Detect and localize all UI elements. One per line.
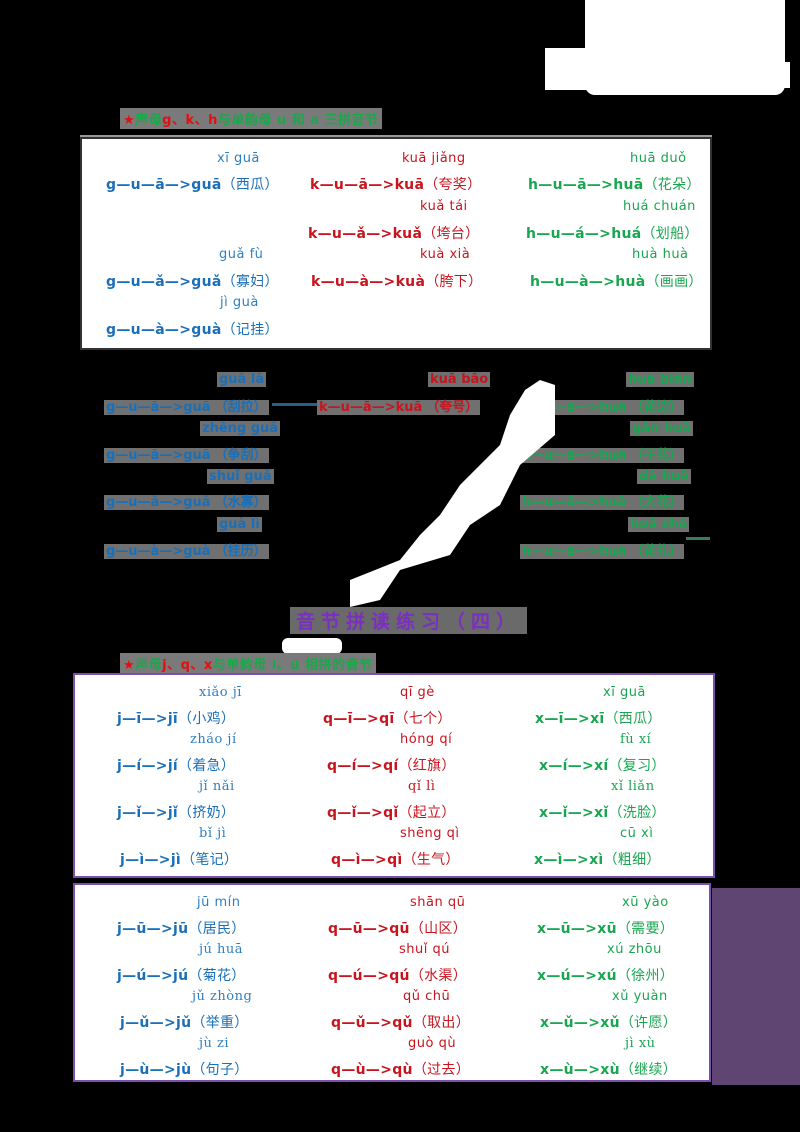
pinyin-label: bǐ jì <box>199 826 227 841</box>
connector-line <box>272 403 322 406</box>
spelling-row: q—ì—>qì（生气） <box>331 852 460 868</box>
pinyin-label: shuǐ qú <box>399 942 450 957</box>
pinyin-label: fù xí <box>620 732 652 747</box>
spelling-row: j—ǐ—>jǐ（挤奶） <box>117 805 236 821</box>
spelling-row: j—ū—>jū（居民） <box>117 921 246 937</box>
spelling-row: j—í—>jí（着急） <box>117 758 236 774</box>
pinyin-label: shēng qì <box>400 826 460 841</box>
pinyin-label: jǔ zhòng <box>192 989 253 1004</box>
pinyin-label: xī guā <box>217 151 260 166</box>
section3-heading: ★声母j、q、x与单韵母 i、ü 相拼的音节 <box>120 653 376 674</box>
pinyin-label: jǐ nǎi <box>199 779 235 794</box>
pinyin-label: kuā jiǎng <box>402 151 466 166</box>
pinyin-label: jì guà <box>220 295 259 310</box>
corrupt-pinyin: zhēng guā <box>200 421 281 436</box>
pinyin-label: xǔ yuàn <box>612 989 668 1004</box>
spelling-row: x—ì—>xì（粗细） <box>534 852 661 868</box>
spelling-row: x—í—>xí（复习） <box>539 758 666 774</box>
spelling-row: g—u—ā—>guā（西瓜） <box>106 177 279 193</box>
spelling-row: x—ǐ—>xǐ（洗脸） <box>539 805 666 821</box>
corrupt-pinyin: huā zhǎ <box>628 517 690 532</box>
spelling-row: q—ǔ—>qǔ（取出） <box>331 1015 471 1031</box>
spelling-row: j—ǔ—>jǔ（举重） <box>120 1015 249 1031</box>
pinyin-label: kuǎ tái <box>420 199 468 214</box>
corrupt-spelling: g—u—à—>guà （挂历） <box>104 544 269 559</box>
spelling-row: j—ù—>jù（句子） <box>120 1062 249 1078</box>
white-artifact-top <box>585 0 785 95</box>
spelling-row: h—u—ā—>huā（花朵） <box>528 177 701 193</box>
corrupt-spelling: h—u—ā—>huā （干花） <box>520 448 685 463</box>
pinyin-label: xī guā <box>603 685 646 700</box>
guakuahua-table: xī guā g—u—ā—>guā（西瓜） guǎ fù g—u—ǎ—>guǎ（… <box>80 137 712 350</box>
spelling-row: q—ǐ—>qǐ（起立） <box>327 805 456 821</box>
pinyin-label: xǐ liǎn <box>611 779 655 794</box>
corrupt-pinyin: kuā bāo <box>428 372 491 387</box>
spelling-row: q—ū—>qū（山区） <box>328 921 468 937</box>
spelling-row: k—u—ǎ—>kuǎ（垮台） <box>308 226 480 242</box>
spelling-row: h—u—à—>huà（画画） <box>530 274 703 290</box>
white-artifact-top-right <box>770 62 790 88</box>
spelling-row: h—u—á—>huá（划船） <box>526 226 699 242</box>
corrupt-pinyin: dà huā <box>637 469 691 484</box>
spelling-row: k—u—ā—>kuā（夸奖） <box>310 177 482 193</box>
pinyin-label: guò qù <box>408 1036 457 1051</box>
pinyin-label: zháo jí <box>190 732 237 747</box>
spelling-row: q—ī—>qī（七个） <box>323 711 452 727</box>
corrupt-spelling: g—u—ǎ—>guǎ （水寡） <box>104 495 269 510</box>
corrupt-pinyin: huā biān <box>626 372 694 387</box>
white-artifact-small <box>282 638 342 654</box>
jqx-i-table: xiǎo jī j—ī—>jī（小鸡） zháo jí j—í—>jí（着急） … <box>73 673 715 878</box>
spelling-row: x—ǔ—>xǔ（许愿） <box>540 1015 678 1031</box>
pinyin-label: xiǎo jī <box>199 685 242 700</box>
pinyin-label: cū xì <box>620 826 654 841</box>
pinyin-label: jū mín <box>197 895 241 910</box>
spelling-row: g—u—à—>guà（记挂） <box>106 322 279 338</box>
corrupt-spelling: g—u—ā—>guā （刮拉） <box>104 400 269 415</box>
corrupt-spelling: h—u—ā—>huā （花扎） <box>520 544 685 559</box>
corrupt-pinyin: shuǐ guǎ <box>207 469 274 484</box>
white-artifact-diagonal <box>350 380 555 607</box>
pinyin-label: huá chuán <box>623 199 696 214</box>
connector-line <box>686 537 710 540</box>
spelling-row: j—ú—>jú（菊花） <box>117 968 246 984</box>
pinyin-label: qī gè <box>400 685 435 700</box>
corrupt-pinyin: guā lā <box>217 372 267 387</box>
pinyin-label: qǔ chū <box>403 989 451 1004</box>
spelling-row: x—ú—>xú（徐州） <box>537 968 675 984</box>
page-title: 音节拼读练习（四） <box>290 607 528 634</box>
pinyin-label: jì xù <box>625 1036 656 1051</box>
corrupt-pinyin: gān huā <box>630 421 694 436</box>
pinyin-label: huā duǒ <box>630 151 687 166</box>
pinyin-label: kuà xià <box>420 247 471 262</box>
pinyin-label: xú zhōu <box>607 942 662 957</box>
pinyin-label: jù zi <box>199 1036 230 1051</box>
spelling-row: q—ù—>qù（过去） <box>331 1062 471 1078</box>
spelling-row: k—u—à—>kuà（胯下） <box>311 274 483 290</box>
pinyin-label: xū yào <box>622 895 669 910</box>
star-icon: ★ <box>123 113 136 128</box>
spelling-row: j—ī—>jī（小鸡） <box>117 711 236 727</box>
purple-side-block <box>712 888 800 1085</box>
spelling-row: x—ū—>xū（需要） <box>537 921 675 937</box>
corrupt-spelling: g—u—ā—>guā （争刮） <box>104 448 269 463</box>
corrupt-pinyin: guà lì <box>217 517 262 532</box>
spelling-row: x—ī—>xī（西瓜） <box>535 711 662 727</box>
star-icon: ★ <box>123 658 136 673</box>
corrupt-spelling: k—u—ā—>kuā （夸号） <box>317 400 481 415</box>
white-artifact-top-left <box>545 48 595 90</box>
spelling-row: x—ù—>xù（继续） <box>540 1062 678 1078</box>
pinyin-label: guǎ fù <box>219 247 264 262</box>
spelling-row: g—u—ǎ—>guǎ（寡妇） <box>106 274 279 290</box>
spelling-row: j—ì—>jì（笔记） <box>120 852 239 868</box>
spelling-row: q—í—>qí（红旗） <box>327 758 456 774</box>
pinyin-label: hóng qí <box>400 732 453 747</box>
pinyin-label: shān qū <box>410 895 466 910</box>
spelling-row: q—ú—>qú（水渠） <box>328 968 468 984</box>
pinyin-label: huà huà <box>632 247 689 262</box>
jqx-u-table: jū mín j—ū—>jū（居民） jú huā j—ú—>jú（菊花） jǔ… <box>73 883 711 1082</box>
pinyin-label: qǐ lì <box>408 779 436 794</box>
section1-heading: ★声母g、k、h与单韵母 u 和 a 三拼音节 <box>120 108 382 129</box>
pinyin-label: jú huā <box>199 942 244 957</box>
corrupt-spelling: h—u—ā—>huā （大花） <box>520 495 685 510</box>
